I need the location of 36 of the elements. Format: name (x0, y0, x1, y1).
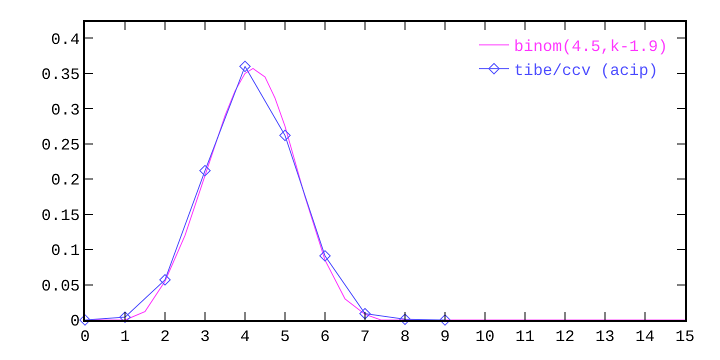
y-tick-label: 0.15 (41, 206, 80, 225)
y-tick-label: 0.1 (50, 242, 80, 260)
legend-label: tibe/ccv (acip) (514, 62, 658, 80)
point (239, 60, 251, 72)
x-tick-label: 11 (515, 328, 535, 346)
x-tick-label: 14 (635, 328, 655, 346)
y-tick-label: 0 (70, 312, 80, 331)
point (439, 314, 451, 326)
x-tick-label: 3 (200, 328, 210, 346)
x-tick-label: 6 (320, 328, 330, 346)
x-tick-label: 1 (120, 328, 130, 346)
point (399, 314, 411, 325)
legend-label: binom(4.5,k-1.9) (514, 38, 668, 56)
x-tick-label: 5 (280, 328, 290, 346)
y-tick-label: 0.3 (50, 101, 80, 120)
x-tick-label: 7 (360, 328, 370, 346)
x-tick-label: 13 (595, 328, 615, 346)
y-tick-label: 0.05 (41, 277, 80, 296)
y-tick-label: 0.25 (41, 136, 80, 154)
x-tick-label: 9 (440, 328, 450, 346)
x-tick-label: 12 (555, 328, 575, 346)
y-tick-label: 0.4 (50, 30, 80, 49)
point (279, 130, 291, 142)
x-tick-label: 2 (160, 328, 170, 346)
x-tick-label: 4 (240, 328, 250, 346)
point (119, 311, 131, 323)
x-tick-label: 8 (400, 328, 410, 346)
x-tick-label: 15 (675, 328, 695, 346)
point (199, 164, 211, 176)
y-tick-label: 0.2 (50, 172, 80, 190)
x-tick-label: 10 (475, 328, 495, 346)
point (319, 250, 331, 262)
point (159, 274, 171, 286)
y-tick-label: 0.35 (41, 66, 80, 84)
point (359, 308, 371, 320)
point (79, 314, 91, 326)
